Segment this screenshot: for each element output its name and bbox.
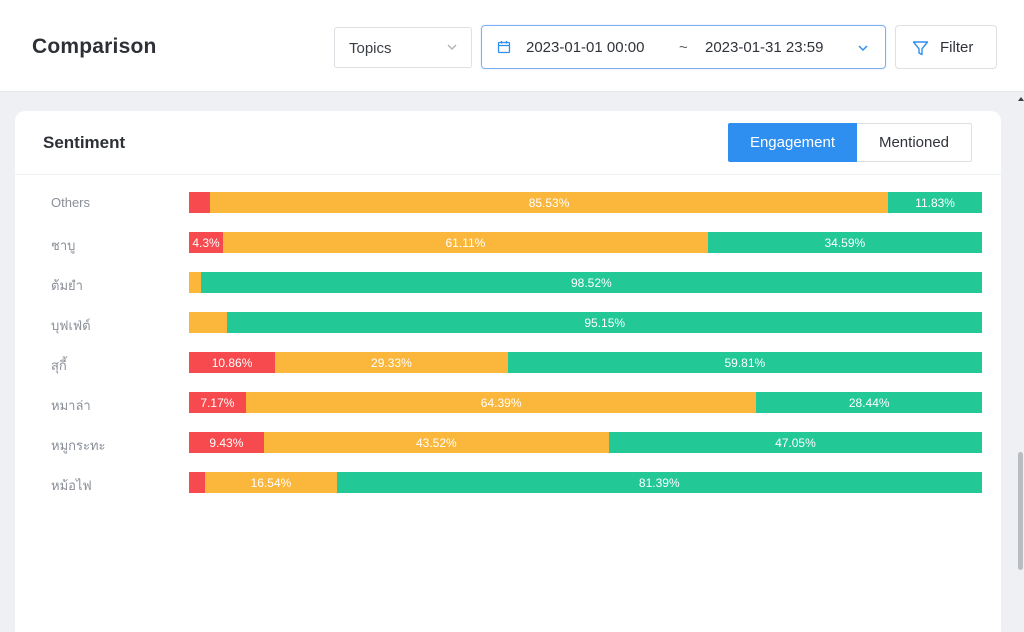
calendar-icon xyxy=(497,41,511,54)
segment-value-label: 59.81% xyxy=(724,355,766,370)
date-separator: ~ xyxy=(679,39,688,56)
negative-segment[interactable] xyxy=(189,472,206,493)
sentiment-bar[interactable]: 95.15% xyxy=(189,312,982,333)
sentiment-bar[interactable]: 4.3% 61.11% 34.59% xyxy=(189,232,982,253)
segment-value-label: 11.83% xyxy=(915,195,955,210)
negative-segment[interactable]: 7.17% xyxy=(189,392,246,413)
positive-segment[interactable]: 28.44% xyxy=(756,392,982,413)
positive-segment[interactable]: 59.81% xyxy=(507,352,982,373)
topics-dropdown-label: Topics xyxy=(349,40,392,57)
sentiment-bar[interactable]: 85.53% 11.83% xyxy=(189,192,982,213)
row-label: หม้อไฟ xyxy=(51,478,92,493)
chevron-down-icon xyxy=(858,45,868,52)
row-label: สุกี้ xyxy=(51,358,67,373)
neutral-segment[interactable]: 16.54% xyxy=(205,472,337,493)
positive-segment[interactable]: 11.83% xyxy=(888,192,982,213)
sentiment-card: Sentiment Engagement Mentioned Others 85.… xyxy=(15,111,1001,632)
row-label: บุฟเฟ่ต์ xyxy=(51,318,91,333)
sentiment-bar[interactable]: 7.17% 64.39% 28.44% xyxy=(189,392,982,413)
sentiment-bar-chart: Others 85.53% 11.83% ชาบู 4.3% 61.11% 34.59% ต้… xyxy=(15,175,1001,525)
chevron-down-icon xyxy=(447,44,457,50)
row-label: Others xyxy=(51,195,91,210)
segment-value-label: 61.11% xyxy=(445,235,486,250)
segment-value-label: 9.43% xyxy=(209,435,244,450)
negative-segment[interactable]: 4.3% xyxy=(189,232,224,253)
sentiment-bar[interactable]: 16.54% 81.39% xyxy=(189,472,982,493)
segment-value-label: 29.33% xyxy=(371,355,412,370)
segment-value-label: 16.54% xyxy=(250,475,292,490)
scrollbar-thumb[interactable] xyxy=(1018,452,1023,570)
positive-segment[interactable]: 81.39% xyxy=(336,472,982,493)
topics-dropdown[interactable]: Topics xyxy=(334,27,472,68)
page-title: Comparison xyxy=(32,35,157,58)
filter-button-label: Filter xyxy=(940,39,974,56)
segment-value-label: 7.17% xyxy=(200,395,235,410)
segment-value-label: 85.53% xyxy=(528,195,570,210)
positive-segment[interactable]: 95.15% xyxy=(227,312,982,333)
segment-value-label: 28.44% xyxy=(848,395,890,410)
neutral-segment[interactable]: 61.11% xyxy=(223,232,708,253)
segment-value-label: 43.52% xyxy=(415,435,457,450)
neutral-segment[interactable]: 29.33% xyxy=(275,352,508,373)
negative-segment[interactable] xyxy=(189,192,210,213)
filter-icon xyxy=(912,41,929,56)
row-label: ชาบู xyxy=(51,238,76,253)
neutral-segment[interactable]: 85.53% xyxy=(209,192,889,213)
segment-value-label: 10.86% xyxy=(211,355,253,370)
row-label: หมูกระทะ xyxy=(51,438,106,453)
positive-segment[interactable]: 47.05% xyxy=(608,432,982,453)
sentiment-bar[interactable]: 10.86% 29.33% 59.81% xyxy=(189,352,982,373)
negative-segment[interactable]: 10.86% xyxy=(189,352,276,373)
sentiment-bar[interactable]: 9.43% 43.52% 47.05% xyxy=(189,432,982,453)
segment-value-label: 34.59% xyxy=(824,235,866,250)
engagement-toggle-button[interactable]: Engagement xyxy=(728,123,857,162)
mentioned-toggle-button[interactable]: Mentioned xyxy=(857,123,972,162)
segment-value-label: 47.05% xyxy=(775,435,816,450)
scroll-up-arrow[interactable] xyxy=(1018,97,1024,101)
date-start: 2023-01-01 00:00 xyxy=(526,39,645,56)
row-label: ต้มยำ xyxy=(51,278,83,293)
segment-value-label: 81.39% xyxy=(638,475,680,490)
positive-segment[interactable]: 98.52% xyxy=(200,272,982,293)
filter-button[interactable]: Filter xyxy=(895,25,997,69)
metric-toggle: Engagement Mentioned xyxy=(728,123,972,162)
neutral-segment[interactable]: 64.39% xyxy=(245,392,757,413)
positive-segment[interactable]: 34.59% xyxy=(707,232,982,253)
row-label: หมาล่า xyxy=(51,398,91,413)
card-title: Sentiment xyxy=(43,133,126,152)
sentiment-bar[interactable]: 98.52% xyxy=(189,272,982,293)
date-range-picker[interactable]: 2023-01-01 00:00 ~ 2023-01-31 23:59 xyxy=(481,25,886,69)
neutral-segment[interactable] xyxy=(189,272,201,293)
date-end: 2023-01-31 23:59 xyxy=(705,39,824,56)
card-header: Sentiment Engagement Mentioned xyxy=(15,111,1001,175)
segment-value-label: 4.3% xyxy=(192,235,220,250)
segment-value-label: 64.39% xyxy=(480,395,522,410)
neutral-segment[interactable] xyxy=(189,312,228,333)
segment-value-label: 95.15% xyxy=(584,315,626,330)
neutral-segment[interactable]: 43.52% xyxy=(263,432,609,453)
segment-value-label: 98.52% xyxy=(571,275,612,290)
top-bar: Comparison Topics 2023-01-01 00:00 ~ 202… xyxy=(0,0,1024,92)
negative-segment[interactable]: 9.43% xyxy=(189,432,264,453)
